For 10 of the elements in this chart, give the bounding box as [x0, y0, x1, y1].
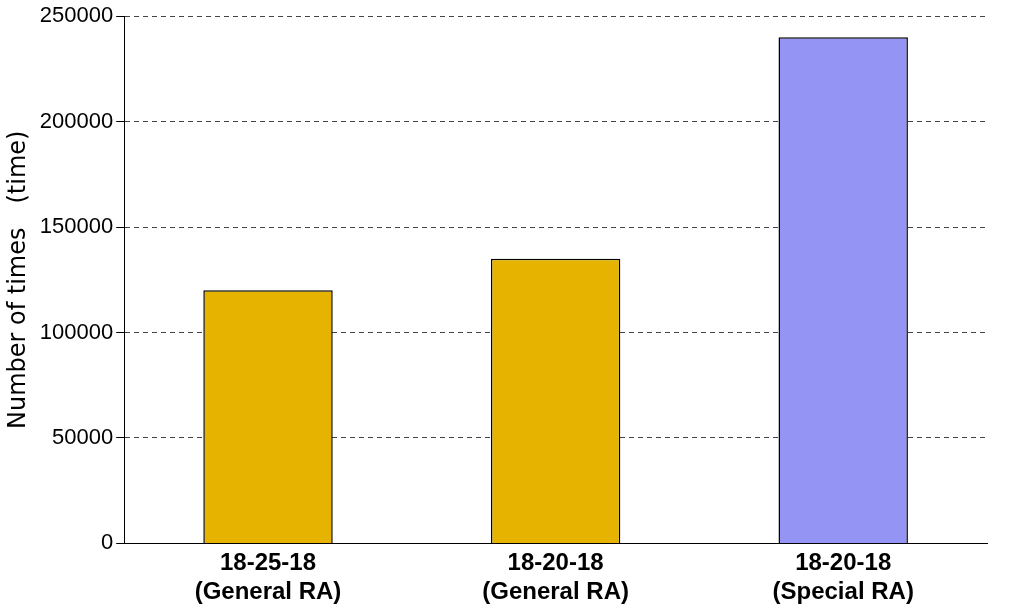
y-tick-label: 150000: [39, 213, 114, 239]
x-tick-label: 18-20-18 (Special RA): [772, 548, 914, 605]
x-tick-label: 18-25-18 (General RA): [194, 548, 342, 605]
y-tick-label: 0: [100, 529, 114, 555]
y-tick-label: 100000: [39, 318, 114, 344]
x-tick-label: 18-20-18 (General RA): [482, 548, 629, 605]
y-tick-label: 200000: [39, 107, 114, 133]
y-axis-title: Number of times (time): [2, 130, 31, 430]
y-tick-label: 50000: [52, 424, 114, 450]
y-tick-label: 250000: [39, 2, 114, 28]
